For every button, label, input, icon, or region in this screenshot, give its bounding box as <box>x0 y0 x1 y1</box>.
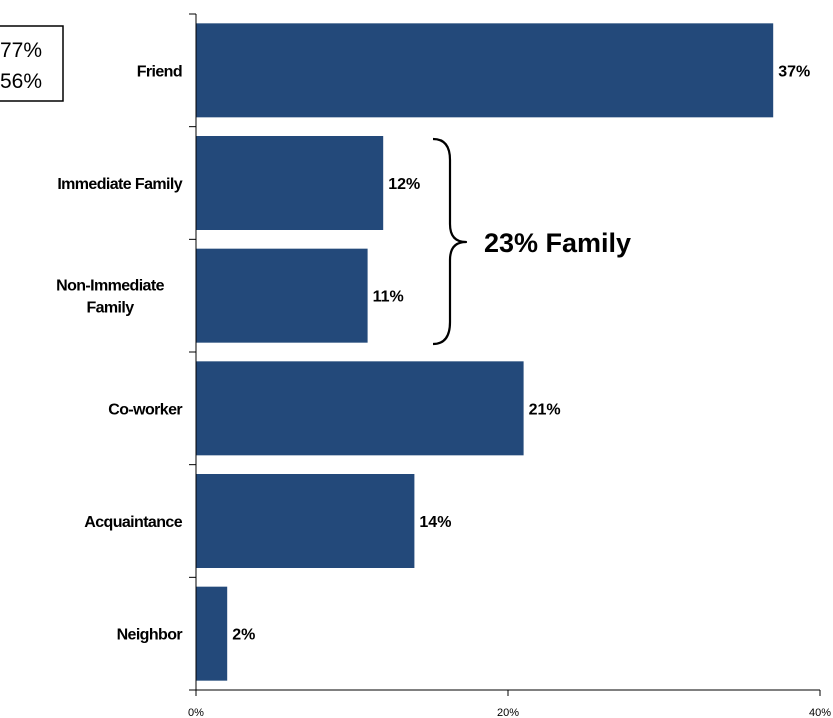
x-tick-label-1: 20% <box>497 707 519 718</box>
bar-0 <box>196 23 774 118</box>
category-label-4: Acquaintance <box>84 514 182 531</box>
category-label-5: Neighbor <box>117 627 183 644</box>
bar-2 <box>196 248 368 343</box>
legend-box-frame <box>0 25 64 102</box>
legend-box-line-2: 56% <box>0 70 42 93</box>
category-label-2-line-1: Family <box>86 300 134 317</box>
data-label-3: 21% <box>529 401 561 418</box>
bar-5 <box>196 586 228 681</box>
data-label-2: 11% <box>373 289 404 306</box>
data-label-0: 37% <box>778 63 810 80</box>
category-label-2-line-0: Non-Immediate <box>56 278 164 295</box>
category-label-3: Co-worker <box>108 401 182 418</box>
data-label-4: 14% <box>419 514 451 531</box>
data-label-5: 2% <box>232 627 255 644</box>
legend-box: 77% 56% <box>0 25 64 102</box>
family-annotation: 23% Family <box>432 137 631 346</box>
x-tick-label-0: 0% <box>188 707 204 718</box>
bar-4 <box>196 474 415 568</box>
family-brace <box>432 137 468 346</box>
axes-layer <box>189 13 821 696</box>
bars-layer <box>196 23 774 681</box>
category-label-0: Friend <box>137 63 182 80</box>
category-label-1: Immediate Family <box>57 176 182 193</box>
x-tick-label-2: 40% <box>809 707 831 718</box>
family-annotation-label: 23% Family <box>484 228 631 258</box>
legend-box-line-1: 77% <box>0 39 42 62</box>
data-label-1: 12% <box>388 176 420 193</box>
labels-layer: 37% Friend 12% Immediate Family 11% Non-Immed… <box>56 63 831 718</box>
bar-1 <box>196 136 384 230</box>
bar-3 <box>196 361 524 456</box>
